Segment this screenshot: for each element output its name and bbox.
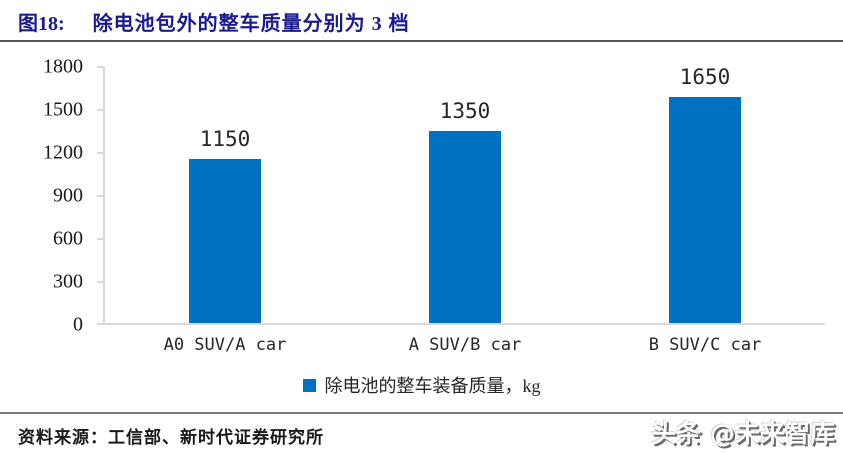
bar-group-a-suv: 1350 A SUV/B car xyxy=(345,67,585,356)
bar-value-label: 1350 xyxy=(439,99,491,123)
figure-header: 图18: 除电池包外的整车质量分别为 3 档 xyxy=(18,7,410,36)
y-tick-label: 900 xyxy=(53,184,83,207)
figure-number: 图18: xyxy=(18,13,65,35)
tick-mark xyxy=(97,152,104,154)
source-note: 资料来源：工信部、新时代证券研究所 xyxy=(18,428,324,447)
bar xyxy=(189,159,261,323)
tick-mark xyxy=(97,281,104,283)
figure-title: 除电池包外的整车质量分别为 3 档 xyxy=(92,13,410,35)
bar-value-label: 1650 xyxy=(679,65,731,89)
tick-mark xyxy=(97,195,104,197)
footer-divider xyxy=(0,412,843,414)
y-tick-label: 0 xyxy=(73,313,83,336)
y-tick-label: 1200 xyxy=(43,141,83,164)
bar-group-a0-suv: 1150 A0 SUV/A car xyxy=(105,67,345,355)
legend-label: 除电池的整车装备质量，kg xyxy=(324,376,541,396)
watermark: 头条 @未来智库 xyxy=(651,419,835,448)
tick-mark xyxy=(97,66,104,68)
chart-legend: 除电池的整车装备质量，kg xyxy=(0,372,843,398)
tick-mark xyxy=(97,238,104,240)
tick-mark xyxy=(97,323,104,325)
x-axis-category-label: A0 SUV/A car xyxy=(163,335,287,355)
y-axis-tick-marks xyxy=(97,66,104,325)
y-tick-label: 1500 xyxy=(43,98,83,121)
y-tick-label: 1800 xyxy=(43,55,83,78)
y-axis-labels: 1800 1500 1200 900 600 300 0 xyxy=(0,56,95,336)
bar-group-b-suv: 1650 B SUV/C car xyxy=(585,65,825,356)
y-tick-label: 600 xyxy=(53,227,83,250)
tick-mark xyxy=(97,109,104,111)
title-divider xyxy=(0,40,843,42)
legend-swatch-icon xyxy=(302,378,316,392)
x-axis-category-label: B SUV/C car xyxy=(648,335,762,355)
x-axis-category-label: A SUV/B car xyxy=(408,335,522,355)
bar-value-label: 1150 xyxy=(199,127,251,152)
bar xyxy=(669,97,741,323)
bar xyxy=(429,131,501,323)
plot-area: 1150 A0 SUV/A car 1350 A SUV/B car 1650 … xyxy=(103,65,825,356)
y-tick-label: 300 xyxy=(53,270,83,293)
